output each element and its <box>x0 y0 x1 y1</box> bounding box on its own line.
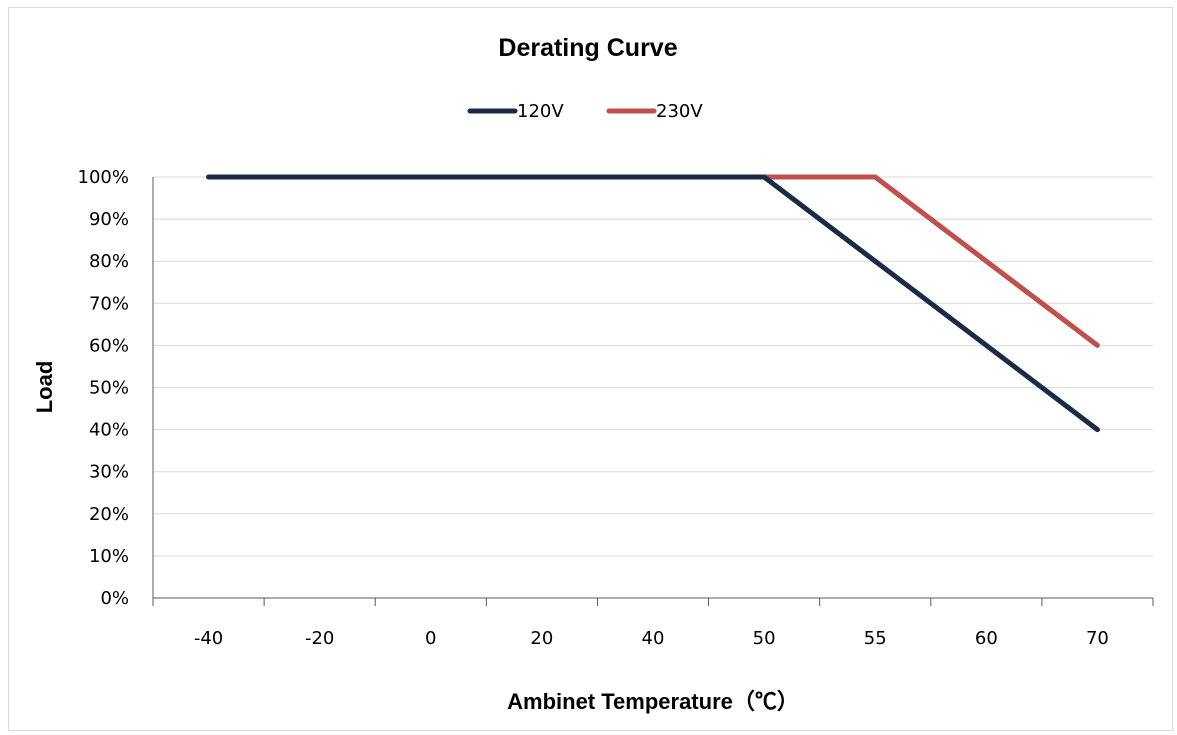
x-tick-label: -40 <box>194 628 223 649</box>
x-tick-label: 0 <box>425 628 436 649</box>
x-tick-label: 70 <box>1086 628 1109 649</box>
x-tick-label: 50 <box>753 628 776 649</box>
y-axis-ticks: 0% 10% 20% 30% 40% 50% 60% 70% 80% 90% 100% <box>78 167 129 609</box>
gridlines <box>153 176 1153 557</box>
y-tick-label: 80% <box>89 251 129 272</box>
x-axis-title: Ambinet Temperature（℃） <box>507 689 799 714</box>
x-tick-label: 55 <box>864 628 887 649</box>
y-tick-label: 60% <box>89 335 129 356</box>
y-tick-label: 40% <box>89 420 129 441</box>
y-tick-label: 10% <box>89 546 129 567</box>
x-axis-ticks: -40 -20 0 20 40 50 55 60 70 <box>152 598 1154 649</box>
y-tick-label: 30% <box>89 462 129 483</box>
x-tick-label: 20 <box>530 628 553 649</box>
series-line-120v <box>206 174 1100 433</box>
x-tick-label: -20 <box>305 628 334 649</box>
y-axis-title: Load <box>32 361 57 414</box>
chart-title: Derating Curve <box>498 34 677 62</box>
y-tick-label: 90% <box>89 209 129 230</box>
legend-label-120v: 120V <box>517 101 564 122</box>
x-tick-label: 60 <box>975 628 998 649</box>
series-lines <box>206 174 1100 433</box>
axes <box>152 177 1153 599</box>
y-tick-label: 50% <box>89 378 129 399</box>
y-tick-label: 100% <box>78 167 129 188</box>
chart-frame <box>8 7 1173 731</box>
legend: 120V 230V <box>467 101 703 122</box>
x-tick-label: 40 <box>642 628 665 649</box>
legend-label-230v: 230V <box>656 101 703 122</box>
y-tick-label: 70% <box>89 293 129 314</box>
y-tick-label: 20% <box>89 504 129 525</box>
y-tick-label: 0% <box>100 588 129 609</box>
